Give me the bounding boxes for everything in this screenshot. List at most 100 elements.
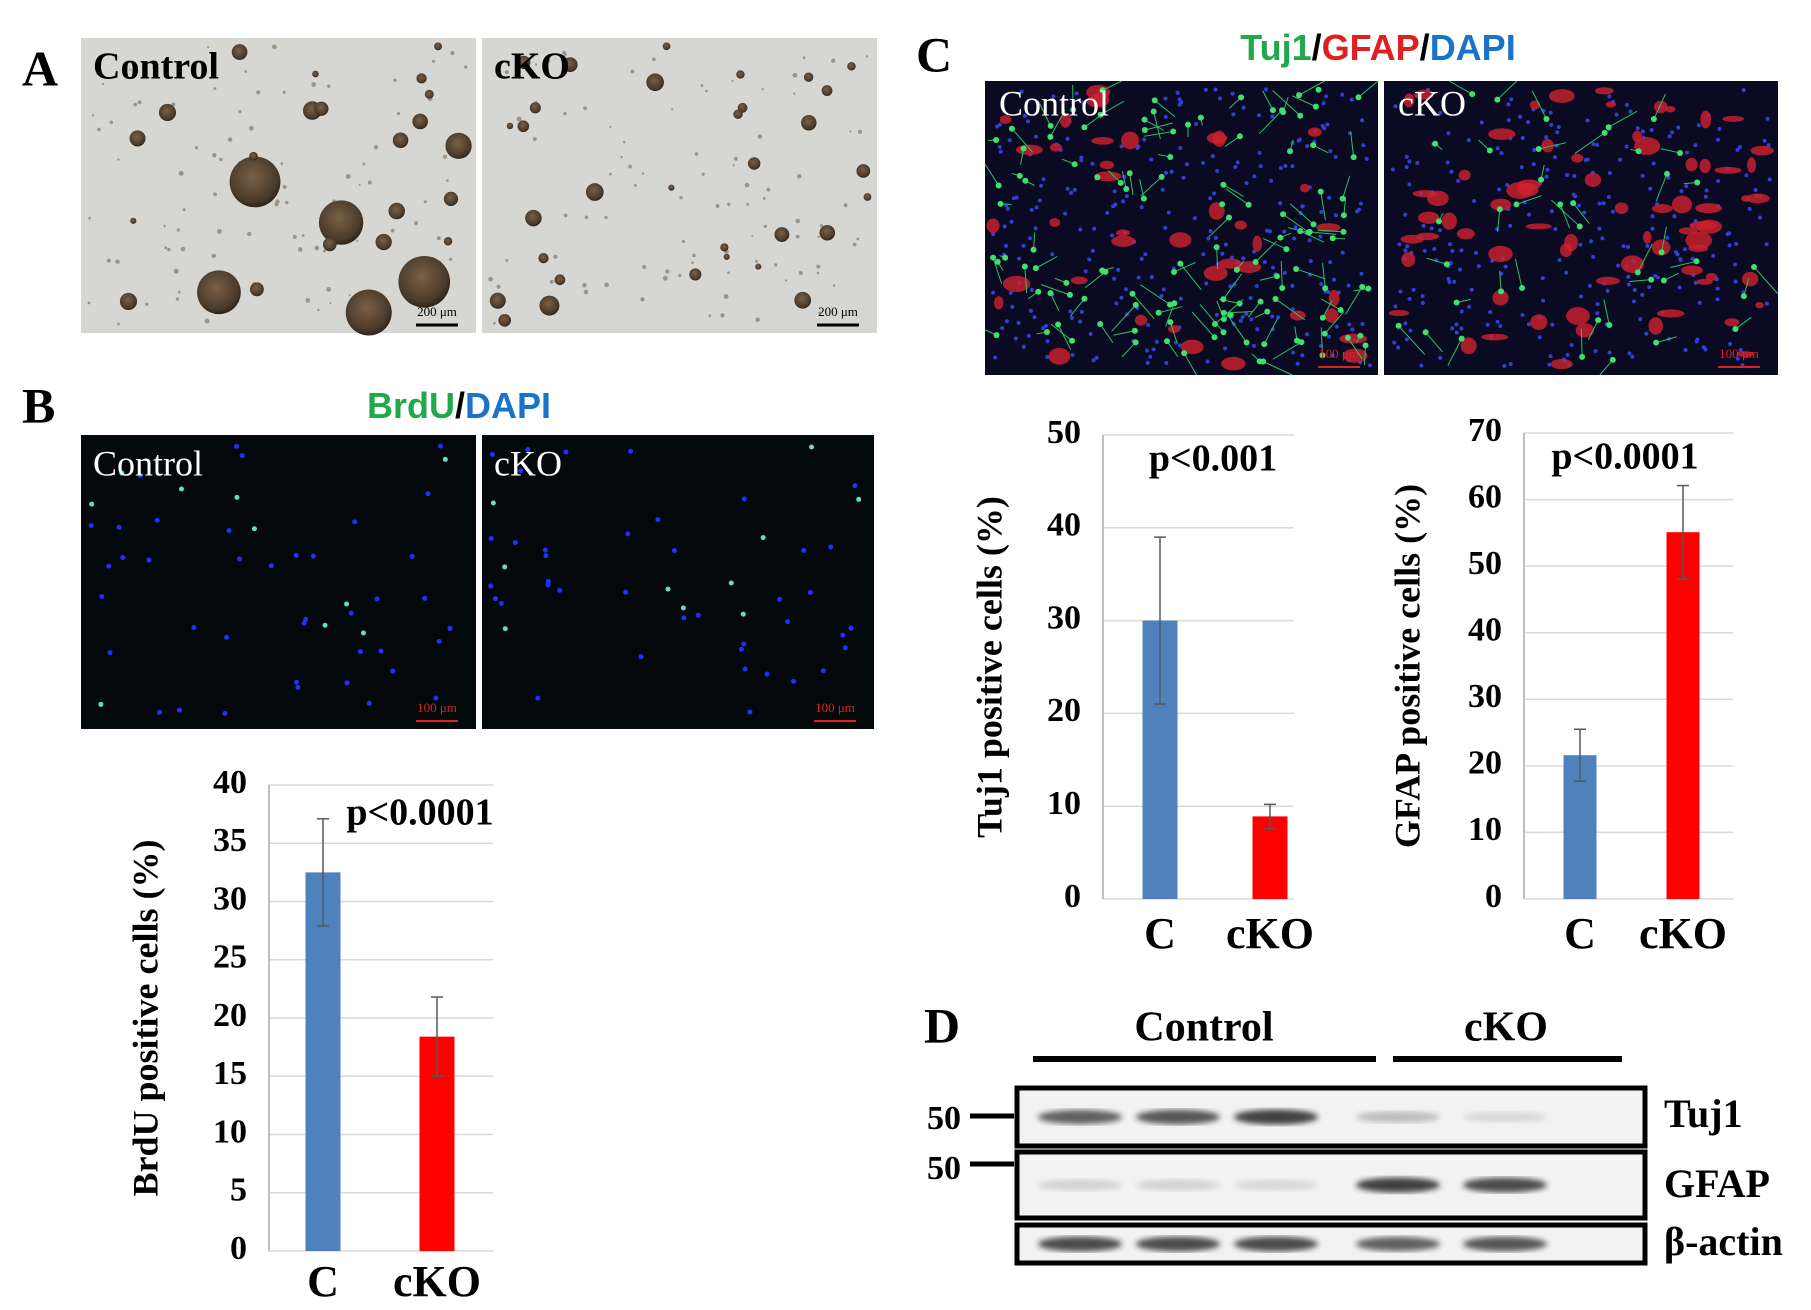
astrocyte	[1426, 190, 1449, 207]
nucleus	[1340, 250, 1345, 255]
neurosphere	[443, 237, 453, 246]
nucleus	[681, 615, 687, 621]
astrocyte	[1252, 235, 1263, 252]
neurite	[1072, 84, 1074, 110]
y-tick-label: 20	[1468, 745, 1502, 782]
nucleus	[1665, 235, 1670, 240]
debris	[211, 253, 216, 258]
debris	[563, 111, 567, 116]
nucleus	[1000, 326, 1005, 331]
neuron	[1220, 181, 1227, 188]
neuron	[1066, 291, 1073, 298]
micrograph-background	[482, 38, 877, 333]
neurite	[1153, 111, 1161, 140]
debris	[549, 279, 554, 284]
nucleus	[1647, 285, 1652, 290]
neurosphere	[517, 55, 531, 69]
neurite	[1140, 176, 1162, 197]
debris	[582, 283, 587, 288]
neuron	[1094, 174, 1101, 181]
neurite	[1599, 359, 1614, 376]
debris	[848, 311, 851, 314]
nucleus	[1008, 290, 1013, 295]
nucleus	[1083, 269, 1088, 274]
nucleus	[352, 519, 358, 525]
marker-label: 50	[927, 1150, 961, 1187]
nucleus	[738, 646, 744, 652]
nucleus	[1450, 249, 1455, 254]
neurosphere	[847, 61, 856, 71]
neurosphere	[229, 156, 281, 208]
neurite	[1295, 268, 1326, 280]
neurosphere	[129, 130, 146, 147]
nucleus	[1078, 227, 1083, 232]
western-blot: Control cKO 50 50 Tuj1 GFAP β-actin	[927, 1005, 1783, 1266]
neurosphere	[794, 291, 812, 309]
nucleus	[1555, 130, 1560, 135]
neuron	[1117, 179, 1124, 186]
annotation: p<0.0001	[346, 792, 493, 834]
brdu-cell	[809, 444, 815, 450]
nucleus	[1116, 267, 1121, 272]
bar-chart: 0 10 20 30 40 50 C cKO Tuj1 positive cells (%) p<…	[969, 414, 1314, 958]
astrocyte	[999, 115, 1012, 124]
nucleus	[1438, 110, 1443, 115]
debris	[715, 204, 720, 208]
protein-label: β-actin	[1664, 1219, 1783, 1264]
astrocyte	[1316, 223, 1341, 232]
nucleus	[1508, 362, 1513, 367]
astrocyte	[1653, 100, 1668, 114]
neurite	[1608, 110, 1638, 128]
debris	[795, 218, 800, 224]
nucleus	[422, 595, 428, 601]
nucleus	[1565, 173, 1570, 178]
neurosphere	[231, 44, 248, 60]
neuron	[1140, 195, 1147, 202]
brdu-cell	[490, 500, 496, 506]
neurite	[1559, 204, 1571, 229]
nucleus	[1606, 195, 1611, 200]
nucleus	[1557, 258, 1562, 263]
neuron	[994, 258, 1001, 265]
nucleus	[1290, 164, 1295, 169]
nucleus	[1741, 88, 1746, 93]
nucleus	[1447, 279, 1452, 284]
nucleus	[1044, 323, 1049, 328]
debris	[535, 63, 538, 66]
neurosphere	[398, 255, 451, 308]
nucleus	[1685, 150, 1690, 155]
nucleus	[1241, 256, 1246, 261]
astrocyte	[1699, 158, 1711, 174]
nucleus	[1683, 347, 1688, 352]
neuron	[1219, 201, 1226, 208]
astrocyte	[1460, 337, 1477, 355]
neurite	[1516, 195, 1542, 205]
y-tick-label: 30	[1468, 678, 1502, 715]
nucleus	[106, 563, 112, 569]
astrocyte	[1642, 231, 1652, 244]
nucleus	[1330, 353, 1335, 358]
astrocyte	[993, 296, 1004, 310]
neuron	[1557, 201, 1564, 208]
nucleus	[1593, 349, 1598, 354]
y-tick-label: 70	[1468, 412, 1502, 449]
astrocyte	[1111, 235, 1136, 247]
nucleus	[1408, 328, 1413, 333]
nucleus	[1679, 189, 1684, 194]
neurite	[1263, 318, 1279, 345]
neuron	[1329, 235, 1336, 242]
nucleus	[1080, 100, 1085, 105]
nucleus	[1577, 203, 1582, 208]
nucleus	[1446, 276, 1451, 281]
debris	[212, 153, 217, 158]
debris	[177, 290, 181, 294]
band	[1463, 1111, 1547, 1123]
debris	[583, 106, 588, 111]
neuron	[1081, 295, 1088, 302]
neurite	[1447, 338, 1463, 366]
neuron	[1294, 337, 1301, 344]
neurite	[1496, 80, 1518, 101]
nucleus	[1257, 150, 1262, 155]
brdu-cell	[728, 580, 734, 586]
nucleus	[1404, 154, 1409, 159]
